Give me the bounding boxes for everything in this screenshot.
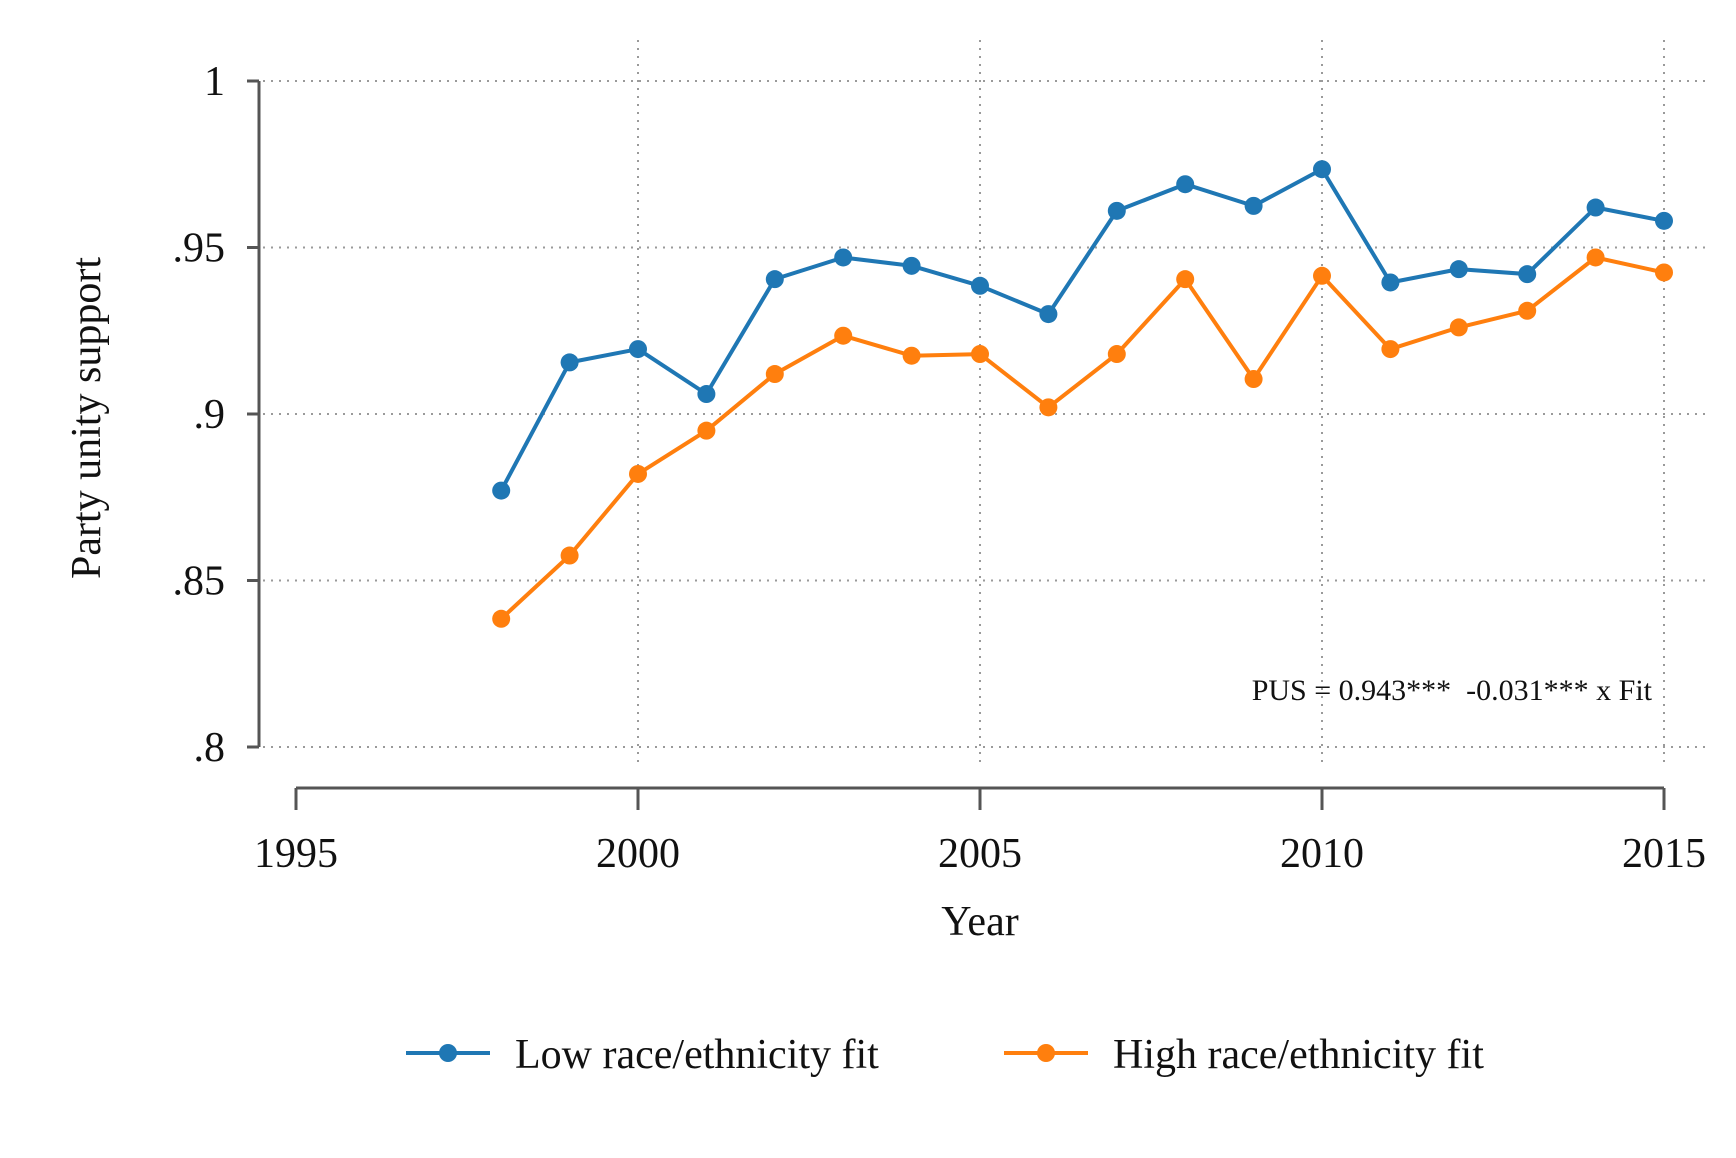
legend-item-high-fit: High race/ethnicity fit: [1004, 1032, 1484, 1078]
data-point-s0-2012: [1449, 260, 1468, 279]
data-point-s1-2010: [1313, 266, 1331, 285]
legend-label-low-fit: Low race/ethnicity fit: [515, 1032, 879, 1078]
data-point-s1-2008: [1176, 270, 1195, 289]
data-point-s1-2003: [834, 326, 853, 345]
data-point-s0-2001: [697, 385, 716, 404]
data-point-s0-2010: [1313, 160, 1331, 179]
legend-label-high-fit: High race/ethnicity fit: [1113, 1032, 1484, 1078]
series-0: [492, 160, 1673, 500]
data-point-s0-2008: [1176, 175, 1195, 194]
data-point-s1-2009: [1244, 370, 1263, 389]
axes: .8 .85 .9 .95 1 1995 2000 2005 2010 2015: [173, 59, 1707, 877]
data-point-s1-2006: [1039, 398, 1058, 417]
legend-item-low-fit: Low race/ethnicity fit: [406, 1032, 879, 1078]
data-point-s0-2003: [834, 248, 853, 267]
y-axis-title: Party unity support: [64, 257, 110, 579]
x-axis-title: Year: [941, 899, 1018, 945]
data-point-s0-2011: [1381, 273, 1400, 292]
data-point-s0-2007: [1107, 201, 1126, 220]
legend-marker-low-fit: [439, 1044, 457, 1062]
series-1: [492, 248, 1673, 628]
series-lines: [492, 160, 1673, 628]
x-tick-label-0: 1995: [254, 831, 338, 877]
data-point-s0-2005: [971, 276, 989, 295]
legend: Low race/ethnicity fit High race/ethnici…: [406, 1032, 1484, 1078]
series-line-1: [499, 255, 1665, 621]
data-point-s0-2009: [1244, 196, 1263, 215]
data-point-s1-1998: [492, 609, 511, 628]
data-point-s0-2002: [765, 270, 784, 289]
data-point-s0-2000: [629, 340, 647, 359]
legend-marker-high-fit: [1037, 1044, 1055, 1062]
data-point-s0-2015: [1655, 211, 1673, 230]
data-point-s1-1999: [560, 546, 579, 565]
data-point-s1-2014: [1586, 248, 1605, 267]
data-point-s1-2013: [1518, 301, 1537, 320]
x-tick-label-1: 2000: [596, 831, 680, 877]
regression-annotation: PUS = 0.943*** -0.031*** x Fit: [1252, 674, 1653, 707]
data-point-s1-2001: [697, 421, 716, 440]
data-point-s1-2000: [629, 464, 647, 483]
data-point-s0-2004: [902, 256, 921, 275]
data-point-s1-2015: [1655, 263, 1673, 282]
y-tick-label-3: .95: [173, 226, 226, 272]
y-tick-label-4: 1: [204, 59, 225, 105]
data-point-s1-2012: [1449, 318, 1468, 337]
data-point-s0-2006: [1039, 305, 1058, 324]
data-point-s1-2007: [1107, 345, 1126, 364]
data-point-s0-2014: [1586, 198, 1605, 217]
gridlines: [263, 40, 1706, 763]
x-tick-label-4: 2015: [1622, 831, 1706, 877]
x-tick-label-2: 2005: [938, 831, 1022, 877]
data-point-s1-2004: [902, 346, 921, 365]
x-tick-label-3: 2010: [1280, 831, 1364, 877]
data-point-s0-1998: [492, 481, 511, 500]
data-point-s1-2011: [1381, 340, 1400, 359]
data-point-s1-2002: [765, 365, 784, 384]
series-line-0: [499, 167, 1665, 492]
data-point-s0-1999: [560, 353, 579, 372]
data-point-s0-2013: [1518, 265, 1537, 284]
y-tick-label-0: .8: [194, 725, 226, 771]
data-point-s1-2005: [971, 345, 989, 364]
y-tick-label-1: .85: [173, 559, 226, 605]
y-tick-label-2: .9: [194, 392, 226, 438]
